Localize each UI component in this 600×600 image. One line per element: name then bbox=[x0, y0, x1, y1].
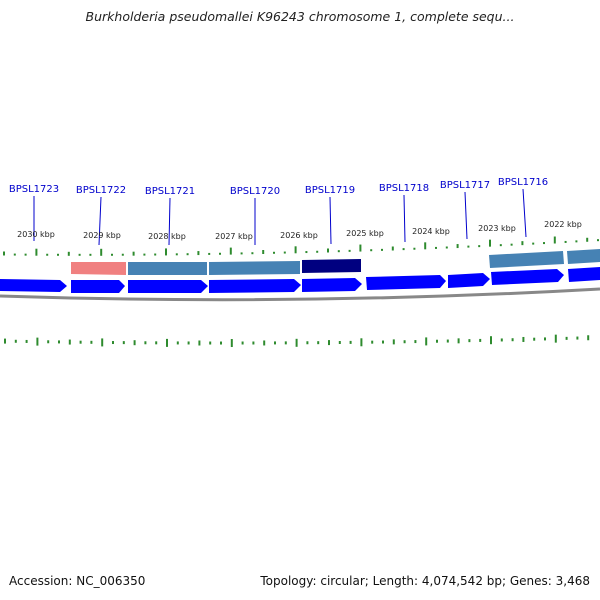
gene-label[interactable]: BPSL1717 bbox=[440, 180, 490, 191]
cds-arrow-7[interactable] bbox=[448, 273, 490, 288]
cds-arrow-5[interactable] bbox=[302, 278, 362, 292]
kbp-label: 2030 kbp bbox=[17, 230, 55, 239]
gene-leader-line bbox=[464, 191, 468, 240]
backbone bbox=[0, 287, 600, 302]
kbp-label: 2024 kbp bbox=[412, 227, 450, 236]
kbp-label: 2028 kbp bbox=[148, 232, 186, 241]
kbp-label-group: 2030 kbp 2029 kbp 2028 kbp 2027 kbp 2026 kbp… bbox=[17, 220, 582, 241]
gene-label[interactable]: BPSL1720 bbox=[230, 186, 280, 197]
feature-steelblue-4[interactable] bbox=[567, 249, 600, 264]
gene-label[interactable]: BPSL1722 bbox=[76, 185, 126, 196]
gene-label-group: BPSL1723 BPSL1722 BPSL1721 BPSL1720 BPSL1719… bbox=[9, 177, 548, 246]
kbp-label: 2026 kbp bbox=[280, 231, 318, 240]
cds-arrow-1[interactable] bbox=[0, 279, 67, 292]
cds-arrow-4[interactable] bbox=[209, 279, 301, 293]
feature-steelblue-1[interactable] bbox=[128, 262, 207, 275]
map-title: Burkholderia pseudomallei K96243 chromos… bbox=[85, 9, 515, 24]
gene-label[interactable]: BPSL1718 bbox=[379, 183, 429, 194]
gene-label[interactable]: BPSL1716 bbox=[498, 177, 548, 188]
genome-summary-text: Topology: circular; Length: 4,074,542 bp… bbox=[260, 574, 590, 588]
kbp-label: 2023 kbp bbox=[478, 224, 516, 233]
feature-steelblue-2[interactable] bbox=[209, 261, 300, 275]
gene-leader-line bbox=[522, 188, 527, 238]
cds-arrow-9[interactable] bbox=[568, 267, 600, 282]
gene-leader-line bbox=[168, 197, 171, 246]
accession-text: Accession: NC_006350 bbox=[9, 574, 146, 588]
cds-arrow-2[interactable] bbox=[71, 280, 125, 293]
feature-track bbox=[71, 249, 600, 275]
cds-arrow-8[interactable] bbox=[491, 269, 564, 285]
feature-pink[interactable] bbox=[71, 262, 126, 275]
kbp-label: 2025 kbp bbox=[346, 229, 384, 238]
gene-leader-line bbox=[98, 196, 102, 246]
feature-navy[interactable] bbox=[302, 259, 361, 273]
kbp-label: 2022 kbp bbox=[544, 220, 582, 229]
gene-leader-line bbox=[403, 194, 406, 243]
gene-label[interactable]: BPSL1723 bbox=[9, 184, 59, 195]
kbp-label: 2029 kbp bbox=[83, 231, 121, 240]
kbp-label: 2027 kbp bbox=[215, 232, 253, 241]
cds-arrow-3[interactable] bbox=[128, 280, 208, 293]
cds-arrow-6[interactable] bbox=[366, 275, 446, 290]
gene-label[interactable]: BPSL1721 bbox=[145, 186, 195, 197]
gene-label[interactable]: BPSL1719 bbox=[305, 185, 355, 196]
outer-tick-track bbox=[3, 236, 599, 256]
gene-leader-line bbox=[329, 196, 332, 245]
feature-steelblue-3[interactable] bbox=[489, 251, 564, 268]
cds-track bbox=[0, 267, 600, 293]
inner-tick-track bbox=[4, 334, 590, 348]
